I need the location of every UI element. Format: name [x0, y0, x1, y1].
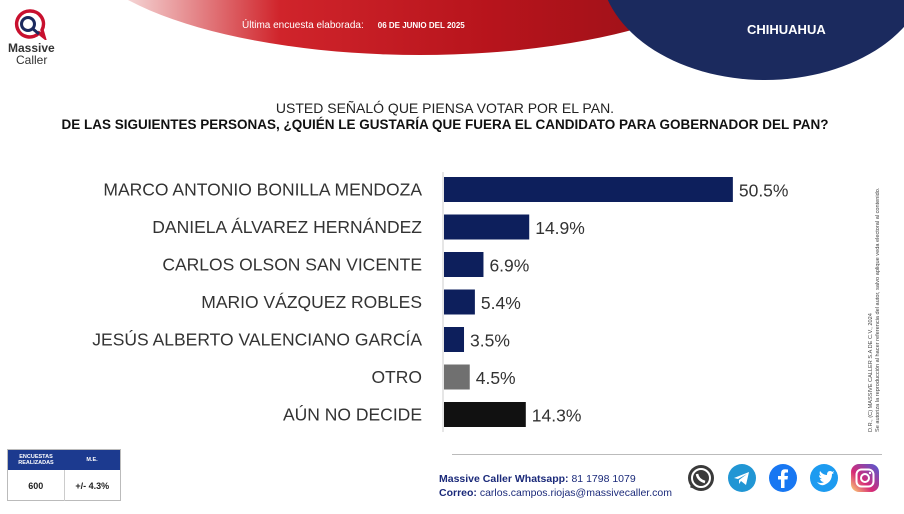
whatsapp-icon[interactable] [686, 463, 716, 493]
whatsapp-label: Massive Caller Whatsapp: [439, 473, 569, 485]
category-label: AÚN NO DECIDE [283, 404, 422, 425]
logo-icon [14, 9, 47, 40]
value-label: 4.5% [476, 368, 516, 388]
category-label: JESÚS ALBERTO VALENCIANO GARCÍA [92, 329, 422, 350]
question-line2: DE LAS SIGUIENTES PERSONAS, ¿QUIÉN LE GU… [61, 117, 829, 132]
bar [444, 214, 530, 240]
contact-info: Massive Caller Whatsapp: 81 1798 1079 Co… [439, 472, 672, 500]
value-label: 50.5% [739, 181, 789, 201]
category-label: CARLOS OLSON SAN VICENTE [162, 255, 422, 275]
value-label: 14.3% [532, 406, 582, 426]
stats-header-surveys: ENCUESTAS REALIZADAS [18, 453, 54, 467]
logo-text-line2: Caller [16, 53, 48, 67]
twitter-icon[interactable] [809, 463, 839, 493]
bar [444, 177, 733, 202]
state-name: CHIHUAHUA [747, 22, 826, 37]
stats-surveys-value: 600 [8, 470, 65, 501]
copyright-note: D.R., (C) MASSIVE CALLER S.A DE C.V., 20… [868, 102, 883, 432]
category-label: MARCO ANTONIO BONILLA MENDOZA [103, 180, 422, 200]
survey-label: Última encuesta elaborada: [242, 20, 364, 31]
survey-date: 06 DE JUNIO DEL 2025 [377, 21, 465, 30]
category-label: DANIELA ÁLVAREZ HERNÁNDEZ [152, 217, 422, 237]
survey-question: USTED SEÑALÓ QUE PIENSA VOTAR POR EL PAN… [40, 100, 850, 133]
email-label: Correo: [439, 487, 477, 499]
bar [444, 289, 475, 315]
whatsapp-number[interactable]: 81 1798 1079 [571, 473, 636, 485]
email-link[interactable]: carlos.campos.riojas@massivecaller.com [479, 487, 672, 499]
bar [444, 252, 484, 277]
survey-stats-table: ENCUESTAS REALIZADAS M.E. 600 +/- 4.3% [7, 449, 121, 501]
category-label: OTRO [371, 367, 422, 387]
value-label: 6.9% [489, 256, 529, 276]
value-label: 3.5% [470, 331, 510, 351]
header-blue-shape [600, 0, 904, 80]
bar [444, 402, 526, 427]
copyright-line2: Se autoriza la reproducción al hacer ref… [875, 187, 882, 432]
bar [444, 364, 470, 390]
social-links [686, 463, 880, 493]
question-line1: USTED SEÑALÓ QUE PIENSA VOTAR POR EL PAN… [275, 100, 615, 116]
value-label: 5.4% [481, 293, 521, 313]
massive-caller-logo: Massive Caller [8, 8, 68, 72]
stats-margin-value: +/- 4.3% [75, 480, 110, 491]
facebook-icon[interactable] [768, 463, 798, 493]
bar [444, 327, 465, 352]
copyright-line1: D.R., (C) MASSIVE CALLER S.A DE C.V., 20… [868, 313, 874, 432]
footer-divider [452, 454, 882, 455]
value-label: 14.9% [535, 218, 585, 238]
instagram-icon[interactable] [850, 463, 880, 493]
category-label: MARIO VÁZQUEZ ROBLES [201, 292, 422, 312]
bar-chart: MARCO ANTONIO BONILLA MENDOZA 50.5% DANIEL… [92, 172, 789, 432]
logo-text-line1: Massive [8, 41, 55, 55]
stats-header-margin: M.E. [86, 456, 98, 463]
survey-date-banner: Última encuesta elaborada: 06 DE JUNIO D… [242, 20, 465, 31]
telegram-icon[interactable] [727, 463, 757, 493]
